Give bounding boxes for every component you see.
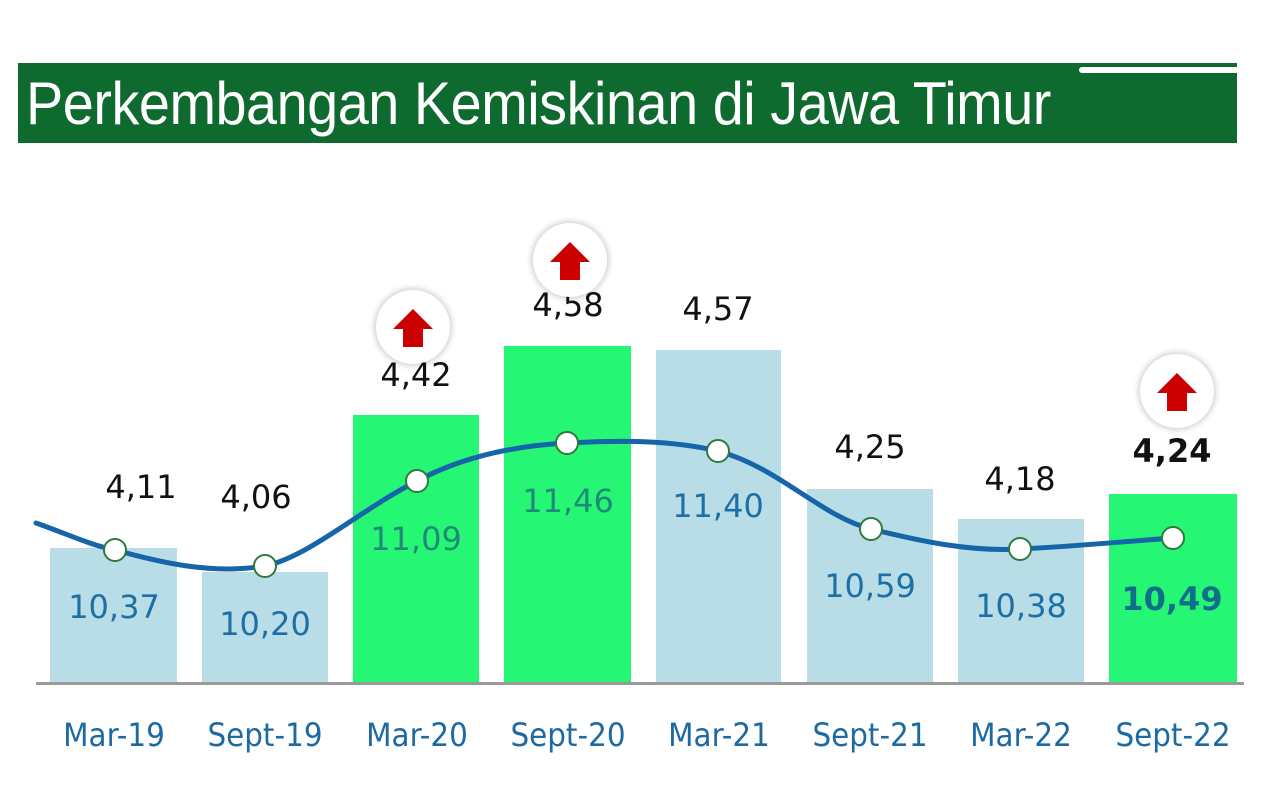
bar-sept-22 xyxy=(1109,494,1237,683)
x-axis-label: Sept-20 xyxy=(510,716,626,754)
x-axis-label: Sept-21 xyxy=(812,716,928,754)
x-axis-label: Sept-22 xyxy=(1115,716,1231,754)
bar-value-label: 4,57 xyxy=(682,290,754,328)
x-axis-line xyxy=(36,682,1244,685)
bar-sept-20 xyxy=(504,346,631,683)
increase-arrow-icon xyxy=(533,223,607,297)
line-value-label: 10,59 xyxy=(824,567,916,605)
bar-value-label: 4,25 xyxy=(834,428,906,466)
increase-arrow-icon xyxy=(1140,354,1214,428)
x-axis-label: Mar-20 xyxy=(366,716,468,754)
x-axis-label: Mar-22 xyxy=(970,716,1072,754)
line-value-label-emphasized: 10,49 xyxy=(1121,580,1223,618)
line-value-label: 11,09 xyxy=(370,520,462,558)
bar-value-label: 4,11 xyxy=(105,468,177,506)
x-axis-label: Mar-21 xyxy=(668,716,770,754)
line-value-label: 10,37 xyxy=(68,588,160,626)
line-value-label: 11,40 xyxy=(672,487,764,525)
title-banner: Perkembangan Kemiskinan di Jawa Timur xyxy=(18,63,1237,143)
line-value-label: 10,38 xyxy=(975,587,1067,625)
chart-title: Perkembangan Kemiskinan di Jawa Timur xyxy=(26,70,1051,137)
increase-arrow-icon xyxy=(376,290,450,364)
line-value-label: 11,46 xyxy=(522,482,614,520)
bar-mar-19 xyxy=(50,548,177,683)
bar-value-label-emphasized: 4,24 xyxy=(1132,432,1212,470)
bar-value-label: 4,18 xyxy=(984,460,1056,498)
banner-accent-line xyxy=(1079,67,1237,73)
bar-mar-21 xyxy=(656,350,781,683)
bar-mar-20 xyxy=(353,415,479,683)
x-axis-label: Sept-19 xyxy=(207,716,323,754)
bar-value-label: 4,06 xyxy=(220,478,292,516)
line-value-label: 10,20 xyxy=(219,605,311,643)
bar-sept-19 xyxy=(202,572,328,683)
x-axis-label: Mar-19 xyxy=(63,716,165,754)
